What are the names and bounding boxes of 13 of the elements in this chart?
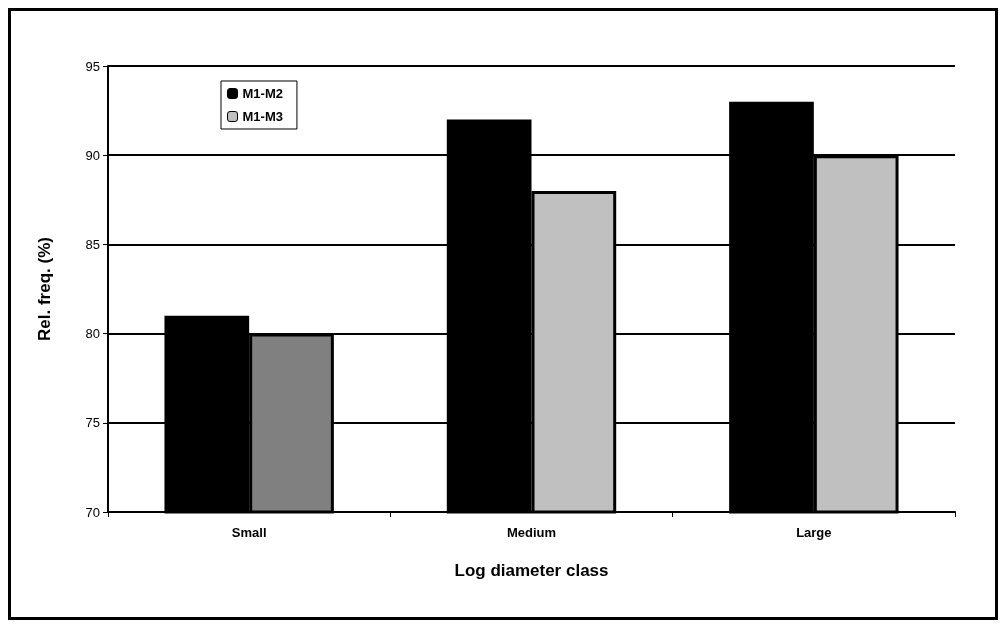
- y-tick-label: 95: [85, 58, 100, 74]
- y-tick-label: 80: [85, 326, 100, 342]
- x-axis-title: Log diameter class: [454, 561, 609, 580]
- x-tick-label: Small: [231, 525, 267, 540]
- x-tick-label: Medium: [506, 525, 557, 540]
- y-tick-label: 90: [85, 147, 100, 163]
- legend-label: M1-M3: [242, 109, 283, 124]
- y-tick-label: 70: [85, 504, 100, 520]
- y-tick-label: 75: [85, 415, 100, 431]
- y-tick-label: 85: [85, 236, 100, 252]
- y-axis-title: Rel. freq. (%): [35, 237, 54, 341]
- x-tick-label: Large: [796, 525, 832, 540]
- legend-label: M1-M2: [242, 86, 283, 101]
